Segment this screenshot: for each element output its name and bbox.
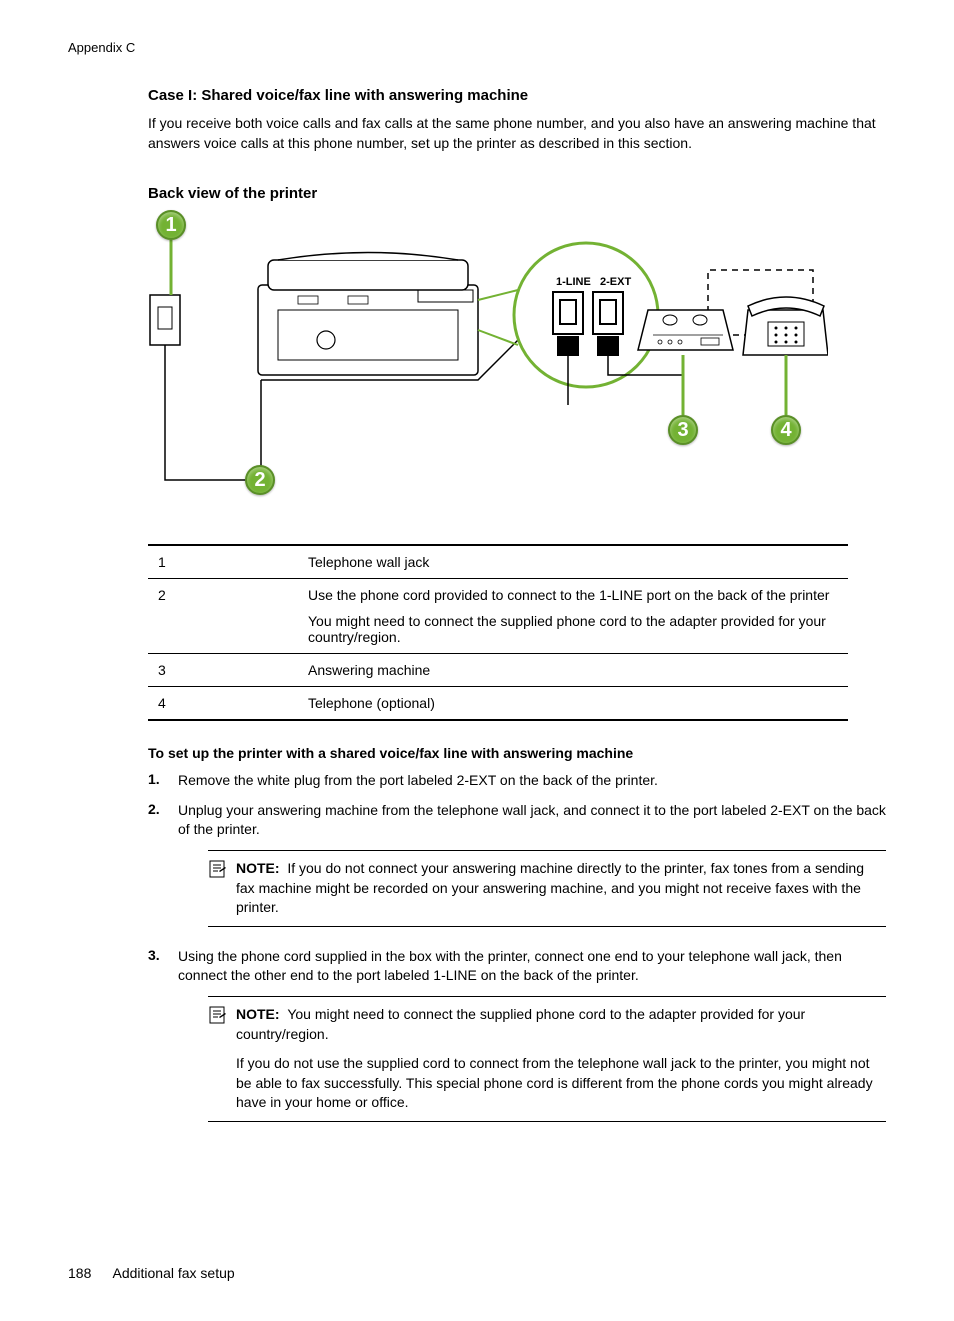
table-row: 2 Use the phone cord provided to connect… [148,579,848,654]
table-row: 1 Telephone wall jack [148,545,848,579]
table-row: 3 Answering machine [148,654,848,687]
page-footer: 188 Additional fax setup [68,1265,235,1281]
printer-icon [258,253,478,376]
step-item: 3. Using the phone cord supplied in the … [148,947,886,1132]
steps-list: 1. Remove the white plug from the port l… [148,771,886,1132]
lens-circle [514,243,658,387]
legend-num: 2 [148,579,298,654]
page-number: 188 [68,1265,91,1281]
printer-back-diagram: 1-LINE 2-EXT [148,210,828,520]
setup-heading: To set up the printer with a shared voic… [148,745,886,761]
port-label-1line: 1-LINE [556,276,591,288]
note-extra: If you do not use the supplied cord to c… [236,1054,886,1113]
legend-table: 1 Telephone wall jack 2 Use the phone co… [148,544,848,721]
note-icon [208,1005,236,1044]
figure-title: Back view of the printer [148,185,886,202]
section-heading: Case I: Shared voice/fax line with answe… [148,87,886,104]
legend-desc: Telephone (optional) [298,687,848,721]
note-body: If you do not connect your answering mac… [236,860,864,915]
legend-desc: Telephone wall jack [298,545,848,579]
port-label-2ext: 2-EXT [600,276,631,288]
legend-num: 3 [148,654,298,687]
step-text: Unplug your answering machine from the t… [178,801,886,937]
answering-machine-icon [638,310,733,350]
note-body: You might need to connect the supplied p… [236,1006,805,1042]
step-item: 1. Remove the white plug from the port l… [148,771,886,791]
intro-paragraph: If you receive both voice calls and fax … [148,114,886,153]
legend-desc: Answering machine [298,654,848,687]
legend-num: 4 [148,687,298,721]
note-icon [208,859,236,918]
telephone-icon [743,297,828,355]
port-2ext-icon [593,292,623,356]
step-body-text: Using the phone cord supplied in the box… [178,948,842,984]
callout-2: 2 [245,465,275,495]
note-box: NOTE: You might need to connect the supp… [208,996,886,1122]
legend-desc-line2: You might need to connect the supplied p… [308,613,838,645]
step-number: 1. [148,771,178,791]
legend-num: 1 [148,545,298,579]
note-box: NOTE: If you do not connect your answeri… [208,850,886,927]
footer-title: Additional fax setup [112,1265,234,1281]
callout-4: 4 [771,415,801,445]
note-text: NOTE: If you do not connect your answeri… [236,859,886,918]
step-text: Remove the white plug from the port labe… [178,771,886,791]
step-number: 3. [148,947,178,1132]
step-body-text: Unplug your answering machine from the t… [178,802,886,838]
table-row: 4 Telephone (optional) [148,687,848,721]
legend-desc-line1: Use the phone cord provided to connect t… [308,587,829,603]
note-label: NOTE: [236,1006,280,1022]
note-text: NOTE: You might need to connect the supp… [236,1005,886,1044]
appendix-label: Appendix C [68,40,886,55]
note-label: NOTE: [236,860,280,876]
legend-desc: Use the phone cord provided to connect t… [298,579,848,654]
step-number: 2. [148,801,178,937]
step-text: Using the phone cord supplied in the box… [178,947,886,1132]
port-1line-icon [553,292,583,356]
step-item: 2. Unplug your answering machine from th… [148,801,886,937]
callout-3: 3 [668,415,698,445]
callout-1: 1 [156,210,186,240]
